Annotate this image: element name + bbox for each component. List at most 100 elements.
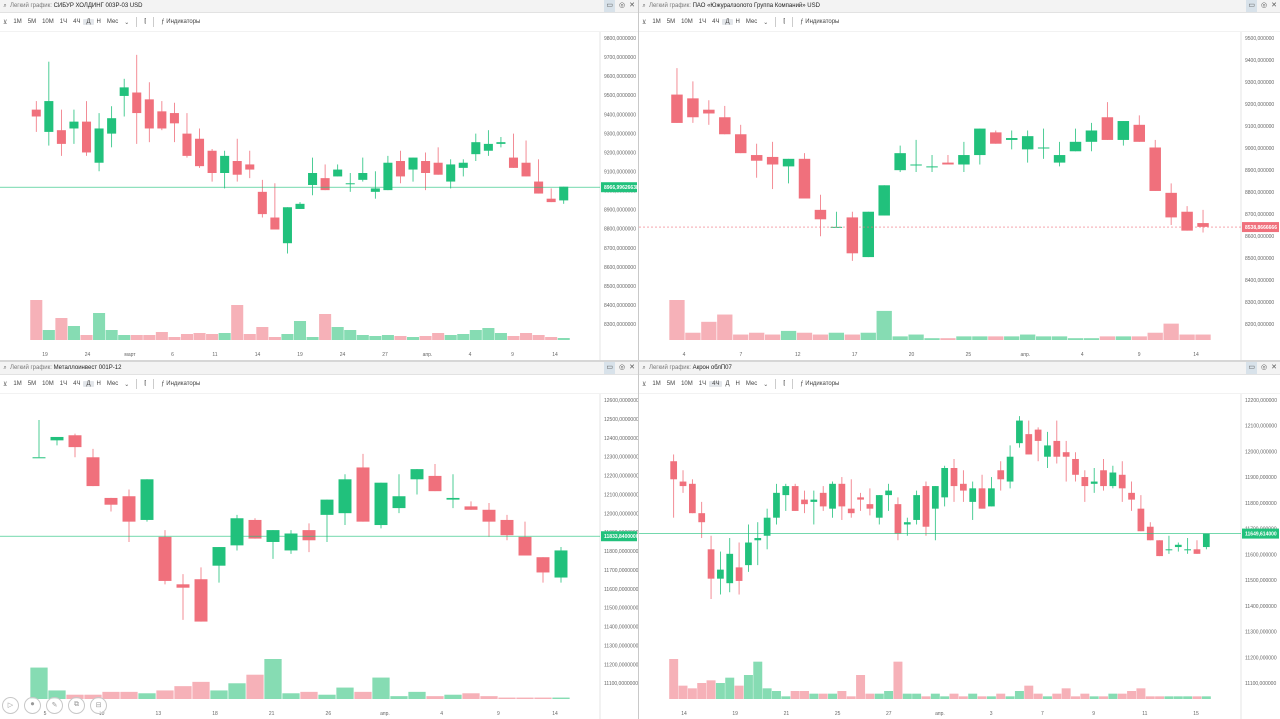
bottom-tool-0[interactable]: ▷ xyxy=(2,696,19,714)
timeframe-Мес[interactable]: Мес xyxy=(745,19,758,25)
candle-body xyxy=(169,113,179,124)
bottom-tool-4[interactable]: ⊟ xyxy=(90,696,107,714)
timeframe-10М[interactable]: 10М xyxy=(42,19,54,25)
timeframe-10М[interactable]: 10М xyxy=(681,381,693,387)
toolbar-separator xyxy=(153,17,155,27)
candle xyxy=(959,470,967,502)
timeframe-1М[interactable]: 1М xyxy=(13,19,22,25)
timeframe-Мес[interactable]: Мес xyxy=(106,381,119,387)
candle-body xyxy=(745,542,752,566)
restore-icon[interactable]: ◎ xyxy=(1261,364,1268,371)
bottom-tool-1[interactable]: ⏺ xyxy=(24,696,41,714)
timeframe-5М[interactable]: 5М xyxy=(27,19,37,25)
candle xyxy=(176,574,190,620)
indicators-button[interactable]: ƒ Индикаторы xyxy=(158,381,203,387)
close-icon[interactable]: ✕ xyxy=(629,2,635,9)
x-tick-label: 9 xyxy=(1138,352,1141,358)
candle-body xyxy=(157,111,167,129)
timeframe-1Ч[interactable]: 1Ч xyxy=(698,19,707,25)
chart-type-icon[interactable]: ⫿ xyxy=(783,380,786,387)
timeframe-Д[interactable]: Д xyxy=(83,19,94,25)
toolbar-separator xyxy=(775,17,777,27)
candle xyxy=(997,461,1005,491)
timeframe-1Ч[interactable]: 1Ч xyxy=(59,381,68,387)
candle-body xyxy=(320,178,330,191)
timeframe-1М[interactable]: 1М xyxy=(652,381,661,387)
close-icon[interactable]: ✕ xyxy=(1271,2,1277,9)
x-tick-label: 14 xyxy=(1193,352,1199,358)
search-icon[interactable]: ⌕ xyxy=(3,365,7,371)
candle-body xyxy=(857,497,864,500)
candlestick-chart[interactable]: 12600,0000000 12500,0000000 12400,0000000 1… xyxy=(0,394,638,719)
timeframe-4Ч[interactable]: 4Ч xyxy=(73,19,81,25)
timeframe-1М[interactable]: 1М xyxy=(13,381,22,387)
candle xyxy=(295,202,305,209)
indicators-button[interactable]: ƒ Индикаторы xyxy=(797,381,842,387)
restore-icon[interactable]: ◎ xyxy=(1261,2,1268,9)
cart-icon[interactable]: ⊻ xyxy=(3,19,8,26)
chevron-down-icon[interactable]: ⌄ xyxy=(124,381,130,388)
candle xyxy=(754,522,762,566)
chevron-down-icon[interactable]: ⌄ xyxy=(124,19,130,26)
timeframe-Д[interactable]: Д xyxy=(725,381,730,387)
timeframe-Н[interactable]: Н xyxy=(96,19,101,25)
chevron-down-icon[interactable]: ⌄ xyxy=(763,381,769,388)
timeframe-10М[interactable]: 10М xyxy=(42,381,54,387)
panel-divider-horizontal[interactable] xyxy=(0,360,1280,362)
timeframe-1Ч[interactable]: 1Ч xyxy=(698,381,707,387)
minimize-icon[interactable]: ▭ xyxy=(604,0,616,12)
timeframe-Д[interactable]: Д xyxy=(83,381,94,387)
search-icon[interactable]: ⌕ xyxy=(642,3,646,9)
timeframe-Н[interactable]: Н xyxy=(96,381,101,387)
timeframe-5М[interactable]: 5М xyxy=(27,381,37,387)
candle-body xyxy=(458,162,468,168)
cart-icon[interactable]: ⊻ xyxy=(642,381,647,388)
candle-body xyxy=(1156,540,1163,557)
panel-divider-vertical[interactable] xyxy=(638,0,639,719)
bottom-tool-3[interactable]: ⧉ xyxy=(68,696,85,714)
candle xyxy=(1025,420,1033,455)
indicators-button[interactable]: ƒ Индикаторы xyxy=(797,19,842,25)
minimize-icon[interactable]: ▭ xyxy=(1246,362,1258,374)
timeframe-Н[interactable]: Н xyxy=(735,381,740,387)
timeframe-1М[interactable]: 1М xyxy=(652,19,661,25)
candle-body xyxy=(866,504,874,509)
chart-type-icon[interactable]: ⫿ xyxy=(783,18,786,25)
volume-bar xyxy=(1024,685,1034,699)
candlestick-chart[interactable]: 12200,000000 12100,000000 12000,000000 1190… xyxy=(639,394,1280,719)
chart-panel-2: ⌕ Легкий график: ПАО «Южуралзолото Группа… xyxy=(639,0,1280,360)
timeframe-10М[interactable]: 10М xyxy=(681,19,693,25)
chart-type-icon[interactable]: ⫿ xyxy=(144,380,147,387)
cart-icon[interactable]: ⊻ xyxy=(642,19,647,26)
candlestick-chart[interactable]: 9500,000000 9400,000000 9300,000000 9200,00… xyxy=(639,32,1280,360)
x-tick-label: 19 xyxy=(732,711,738,717)
search-icon[interactable]: ⌕ xyxy=(642,365,646,371)
timeframe-5М[interactable]: 5М xyxy=(666,381,676,387)
timeframe-1Ч[interactable]: 1Ч xyxy=(59,19,68,25)
close-icon[interactable]: ✕ xyxy=(1271,364,1277,371)
timeframe-4Ч[interactable]: 4Ч xyxy=(709,381,723,387)
minimize-icon[interactable]: ▭ xyxy=(604,362,616,374)
restore-icon[interactable]: ◎ xyxy=(619,2,626,9)
y-tick-label: 9300,0000000 xyxy=(604,131,636,137)
bottom-tool-2[interactable]: ✎ xyxy=(46,696,63,714)
timeframe-5М[interactable]: 5М xyxy=(666,19,676,25)
x-tick-label: 21 xyxy=(269,711,275,717)
candle-body xyxy=(1081,477,1089,487)
timeframe-4Ч[interactable]: 4Ч xyxy=(73,381,81,387)
timeframe-4Ч[interactable]: 4Ч xyxy=(712,19,720,25)
indicators-button[interactable]: ƒ Индикаторы xyxy=(158,19,203,25)
timeframe-Мес[interactable]: Мес xyxy=(106,19,119,25)
timeframe-Д[interactable]: Д xyxy=(722,19,733,25)
close-icon[interactable]: ✕ xyxy=(629,364,635,371)
minimize-icon[interactable]: ▭ xyxy=(1246,0,1258,12)
cart-icon[interactable]: ⊻ xyxy=(3,381,8,388)
search-icon[interactable]: ⌕ xyxy=(3,3,7,9)
candlestick-chart[interactable]: 9800,0000000 9700,0000000 9600,0000000 9500… xyxy=(0,32,638,360)
chevron-down-icon[interactable]: ⌄ xyxy=(763,19,769,26)
timeframe-Н[interactable]: Н xyxy=(735,19,740,25)
chart-title: Легкий график: Металлоинвест 001Р-12 xyxy=(10,365,121,371)
timeframe-Мес[interactable]: Мес xyxy=(745,381,758,387)
restore-icon[interactable]: ◎ xyxy=(619,364,626,371)
chart-type-icon[interactable]: ⫿ xyxy=(144,18,147,25)
